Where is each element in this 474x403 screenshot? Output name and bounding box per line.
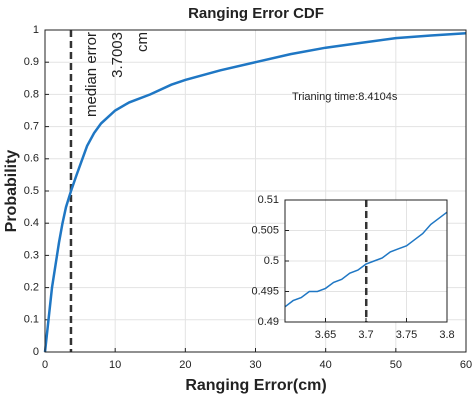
y-tick-label: 0.3 — [24, 249, 39, 261]
x-tick-label: 10 — [109, 359, 121, 371]
axes-box — [44, 29, 467, 353]
annotation: Trianing time:8.4104s — [292, 91, 398, 103]
annotation: cm — [134, 32, 151, 52]
annotation: median error — [83, 32, 100, 117]
y-tick-label: 0.49 — [258, 316, 279, 328]
x-tick-label: 3.7 — [358, 329, 373, 341]
y-tick-label: 0.7 — [24, 121, 39, 133]
y-tick-label: 0.6 — [24, 153, 39, 165]
y-tick-label: 0.505 — [251, 224, 279, 236]
y-tick-label: 0.9 — [24, 56, 39, 68]
x-tick-label: 0 — [42, 359, 48, 371]
x-tick-label: 30 — [249, 359, 261, 371]
y-tick-label: 0.8 — [24, 88, 39, 100]
y-axis-label: Probability — [3, 150, 20, 233]
y-tick-label: 1 — [33, 24, 39, 36]
y-tick-label: 0 — [33, 346, 39, 358]
y-tick-label: 0.4 — [24, 217, 39, 229]
y-tick-label: 0.5 — [264, 255, 279, 267]
y-tick-label: 0.495 — [251, 285, 279, 297]
y-tick-label: 0.1 — [24, 314, 39, 326]
x-tick-label: 3.75 — [396, 329, 417, 341]
x-tick-label: 50 — [390, 359, 402, 371]
chart-title: Ranging Error CDF — [188, 5, 324, 22]
x-tick-label: 20 — [179, 359, 191, 371]
x-tick-label: 3.65 — [315, 329, 336, 341]
x-tick-label: 3.8 — [439, 329, 454, 341]
x-axis-label: Ranging Error(cm) — [185, 377, 326, 394]
y-tick-label: 0.5 — [24, 185, 39, 197]
cdf-line — [284, 211, 448, 308]
axes-box — [284, 199, 448, 323]
x-tick-label: 60 — [460, 359, 472, 371]
x-tick-label: 40 — [320, 359, 332, 371]
y-tick-label: 0.51 — [258, 194, 279, 206]
cdf-line — [43, 31, 467, 353]
y-tick-label: 0.2 — [24, 282, 39, 294]
annotation: 3.7003 — [109, 32, 126, 78]
